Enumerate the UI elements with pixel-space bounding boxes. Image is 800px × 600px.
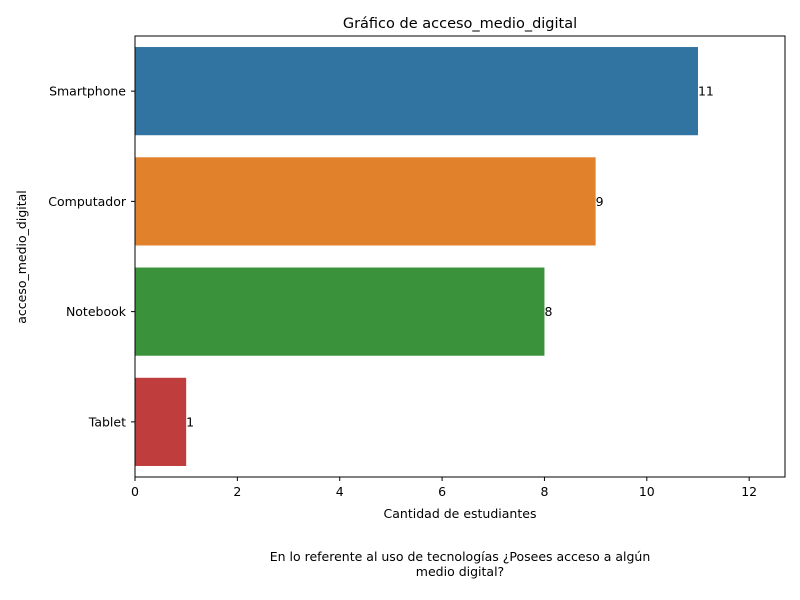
- bar-smartphone: [135, 47, 698, 136]
- bar-notebook: [135, 267, 545, 356]
- x-tick-label-10: 10: [639, 484, 655, 499]
- x-tick-label-0: 0: [131, 484, 139, 499]
- data-label-smartphone: 11: [698, 84, 714, 99]
- caption-line-1: En lo referente al uso de tecnologías ¿P…: [269, 549, 651, 564]
- bars-group: 11 9 8 1: [135, 47, 714, 466]
- data-label-computador: 9: [596, 194, 604, 209]
- y-tick-label-notebook: Notebook: [66, 304, 127, 319]
- x-tick-label-4: 4: [336, 484, 344, 499]
- y-tick-label-smartphone: Smartphone: [49, 84, 126, 99]
- x-tick-label-6: 6: [438, 484, 446, 499]
- x-tick-label-2: 2: [233, 484, 241, 499]
- caption-line-2: medio digital?: [415, 564, 505, 579]
- data-label-tablet: 1: [186, 414, 194, 429]
- ticks-group: Smartphone Computador Notebook Tablet 0 2 4 6 8 1…: [48, 84, 757, 499]
- data-label-notebook: 8: [544, 304, 552, 319]
- x-axis-label: Cantidad de estudiantes: [384, 506, 537, 521]
- x-tick-label-12: 12: [741, 484, 757, 499]
- bar-computador: [135, 157, 596, 246]
- x-tick-label-8: 8: [540, 484, 548, 499]
- bar-tablet: [135, 377, 187, 466]
- y-tick-label-tablet: Tablet: [88, 414, 126, 429]
- y-axis-label: acceso_medio_digital: [14, 190, 29, 324]
- plot-frame: [134, 35, 786, 478]
- figure-caption: En lo referente al uso de tecnologías ¿P…: [200, 549, 720, 579]
- chart-title: Gráfico de acceso_medio_digital: [343, 16, 577, 32]
- y-tick-label-computador: Computador: [48, 194, 127, 209]
